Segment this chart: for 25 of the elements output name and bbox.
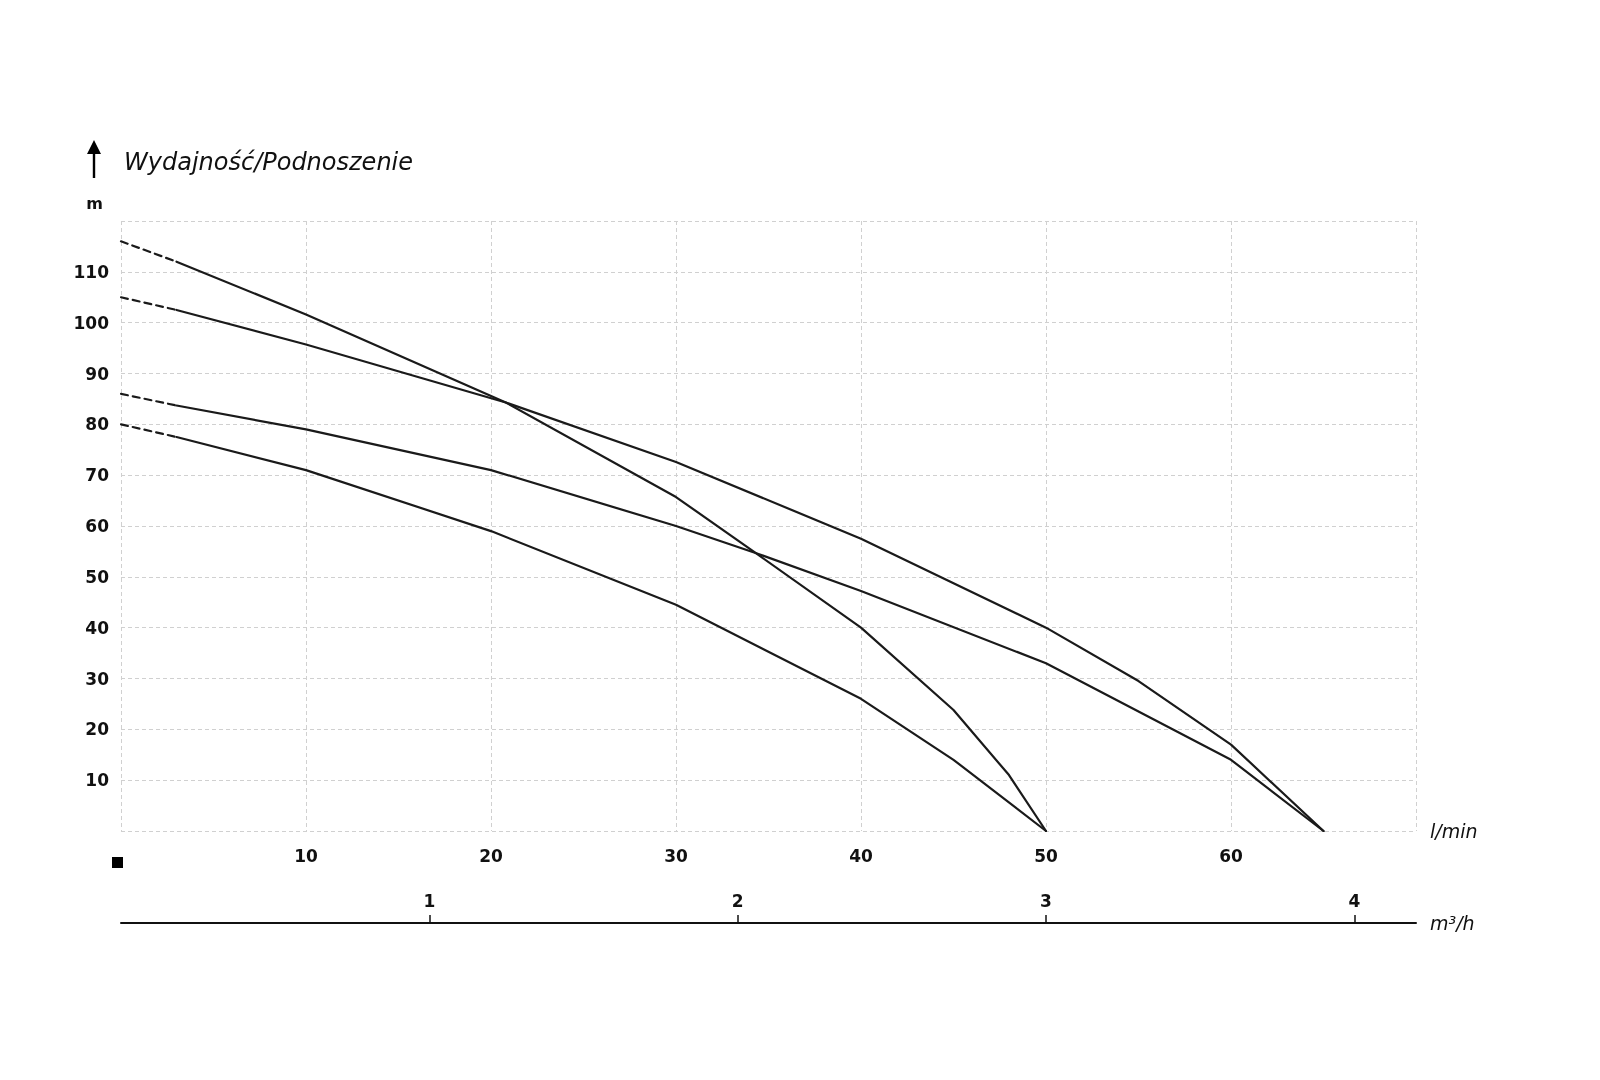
y-tick-label: 10 (85, 770, 110, 791)
y-tick-label: 20 (85, 719, 110, 740)
x-tick-label: 30 (664, 845, 688, 866)
y-axis-title: m (86, 193, 103, 213)
x2-tick-label: 3 (1040, 890, 1052, 911)
chart-title: Wydajność/Podnoszenie (124, 148, 414, 176)
y-tick-label: 100 (73, 312, 110, 333)
x-tick-label: 20 (479, 845, 503, 866)
y-tick-label: 60 (85, 516, 110, 536)
y-tick-label: 70 (85, 465, 110, 486)
x-tick-label: 60 (1219, 845, 1243, 866)
y-tick-label: 40 (85, 617, 110, 638)
x2-axis-title: m³/h (1430, 912, 1475, 934)
y-tick-label: 30 (85, 668, 110, 689)
y-tick-label: 90 (85, 363, 110, 384)
x-axis-title: l/min (1430, 820, 1478, 842)
x2-tick-label: 2 (731, 890, 744, 911)
x2-tick-label: 1 (423, 890, 436, 911)
x2-tick-label: 4 (1348, 890, 1361, 911)
y-tick-label: 50 (85, 566, 110, 587)
x-tick-label: 40 (849, 845, 873, 866)
x-tick-label: 10 (294, 845, 318, 866)
y-tick-label: 80 (85, 414, 110, 435)
x-tick-label: 50 (1034, 845, 1058, 866)
y-tick-label: 110 (73, 261, 110, 282)
